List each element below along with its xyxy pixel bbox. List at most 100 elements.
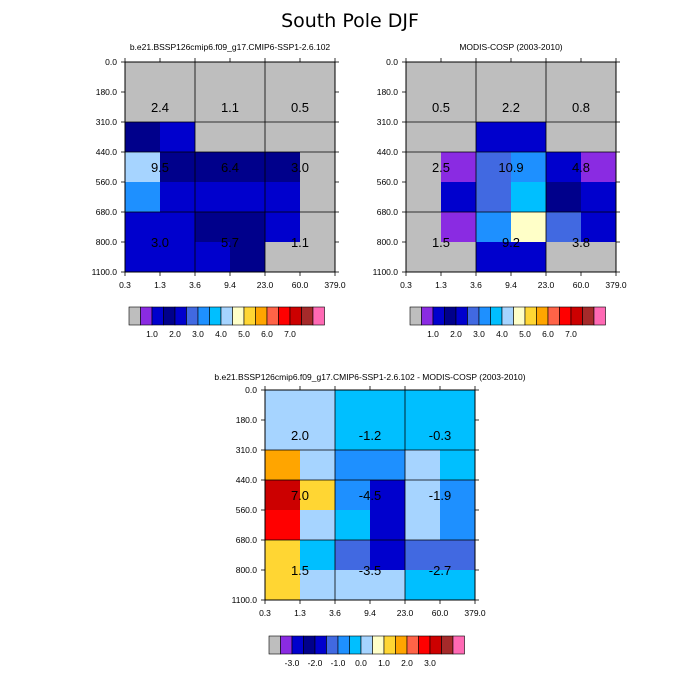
heatmap-cell xyxy=(265,390,301,421)
y-tick-label: 180.0 xyxy=(236,415,258,425)
colorbar-swatch xyxy=(455,306,468,326)
panel-title: b.e21.BSSP126cmip6.f09_g17.CMIP6-SSP1-2.… xyxy=(214,372,525,382)
heatmap-cell xyxy=(335,510,371,541)
colorbar-label: 6.0 xyxy=(261,329,273,339)
heatmap-cell xyxy=(300,152,336,183)
cell-value-label: 3.0 xyxy=(291,160,309,175)
colorbar-label: 2.0 xyxy=(450,329,462,339)
colorbar-swatch xyxy=(128,306,141,326)
heatmap-cell xyxy=(405,420,441,451)
colorbar-swatch xyxy=(418,635,431,655)
heatmap-cell xyxy=(440,540,476,571)
colorbar-swatch xyxy=(232,306,245,326)
heatmap-cell xyxy=(265,450,301,481)
heatmap-cell xyxy=(195,92,231,123)
heatmap-cell xyxy=(581,62,617,93)
heatmap-cell xyxy=(265,152,301,183)
colorbar-label: 6.0 xyxy=(542,329,554,339)
heatmap-cell xyxy=(300,92,336,123)
colorbar-swatch xyxy=(409,306,422,326)
cell-value-label: 0.5 xyxy=(432,100,450,115)
x-tick-label: 1.3 xyxy=(154,280,166,290)
heatmap-cell xyxy=(160,92,196,123)
heatmap-cell xyxy=(581,242,617,273)
heatmap-cell xyxy=(230,152,266,183)
colorbar-label: 1.0 xyxy=(146,329,158,339)
colorbar-label: 3.0 xyxy=(192,329,204,339)
colorbar-swatch xyxy=(406,635,419,655)
heatmap-cell xyxy=(441,122,477,153)
colorbar-swatch xyxy=(349,635,362,655)
colorbar-swatch xyxy=(421,306,434,326)
cell-value-label: -4.5 xyxy=(359,488,381,503)
y-tick-label: 680.0 xyxy=(377,207,399,217)
cell-value-label: -0.3 xyxy=(429,428,451,443)
cell-value-label: -1.9 xyxy=(429,488,451,503)
heatmap-cell xyxy=(511,62,547,93)
heatmap-cell xyxy=(160,152,196,183)
heatmap-cell xyxy=(125,92,161,123)
heatmap-cell xyxy=(300,540,336,571)
colorbar-swatch xyxy=(593,306,606,326)
heatmap-cell xyxy=(370,510,406,541)
heatmap-cell xyxy=(581,182,617,213)
y-tick-label: 1100.0 xyxy=(92,267,118,277)
x-tick-label: 379.0 xyxy=(605,280,627,290)
y-tick-label: 800.0 xyxy=(96,237,118,247)
heatmap-cell xyxy=(546,152,582,183)
colorbar-label: 4.0 xyxy=(215,329,227,339)
heatmap-cell xyxy=(370,390,406,421)
colorbar-swatch xyxy=(490,306,503,326)
heatmap-cell xyxy=(546,242,582,273)
colorbar-label: 2.0 xyxy=(401,658,413,668)
cell-value-label: 1.5 xyxy=(432,235,450,250)
y-tick-label: 310.0 xyxy=(236,445,258,455)
y-tick-label: 680.0 xyxy=(236,535,258,545)
heatmap-cell xyxy=(125,122,161,153)
colorbar-swatch xyxy=(174,306,187,326)
colorbar-label: 1.0 xyxy=(427,329,439,339)
heatmap-cell xyxy=(476,212,512,243)
panel-title: MODIS-COSP (2003-2010) xyxy=(459,42,562,52)
heatmap-cell xyxy=(546,62,582,93)
colorbar-label: 2.0 xyxy=(169,329,181,339)
colorbar-swatch xyxy=(280,635,293,655)
heatmap-cell xyxy=(405,570,441,601)
cell-value-label: 10.9 xyxy=(498,160,523,175)
y-tick-label: 180.0 xyxy=(96,87,118,97)
heatmap-cell xyxy=(300,510,336,541)
heatmap-cell xyxy=(440,420,476,451)
heatmap-cell xyxy=(511,152,547,183)
heatmap-cell xyxy=(300,182,336,213)
heatmap-cell xyxy=(370,540,406,571)
x-tick-label: 379.0 xyxy=(324,280,346,290)
colorbar-swatch xyxy=(478,306,491,326)
colorbar-swatch xyxy=(360,635,373,655)
x-tick-label: 60.0 xyxy=(573,280,590,290)
heatmap-cell xyxy=(370,420,406,451)
colorbar-swatch xyxy=(547,306,560,326)
heatmap-cell xyxy=(581,212,617,243)
heatmap-cell xyxy=(125,212,161,243)
heatmap-cell xyxy=(441,62,477,93)
heatmap-cell xyxy=(441,242,477,273)
heatmap-cell xyxy=(230,92,266,123)
colorbar-label: -1.0 xyxy=(331,658,346,668)
colorbar-label: 5.0 xyxy=(519,329,531,339)
heatmap-cell xyxy=(581,122,617,153)
heatmap-cell xyxy=(230,122,266,153)
colorbar-swatch xyxy=(255,306,268,326)
colorbar-label: 1.0 xyxy=(378,658,390,668)
colorbar-swatch xyxy=(266,306,279,326)
heatmap-cell xyxy=(440,510,476,541)
colorbar-swatch xyxy=(372,635,385,655)
colorbar-swatch xyxy=(570,306,583,326)
heatmap-cell xyxy=(300,62,336,93)
heatmap-cell xyxy=(265,540,301,571)
colorbar-label: 3.0 xyxy=(424,658,436,668)
heatmap-cell xyxy=(476,152,512,183)
heatmap-cell xyxy=(405,510,441,541)
y-tick-label: 440.0 xyxy=(377,147,399,157)
colorbar-label: 7.0 xyxy=(565,329,577,339)
y-tick-label: 560.0 xyxy=(377,177,399,187)
